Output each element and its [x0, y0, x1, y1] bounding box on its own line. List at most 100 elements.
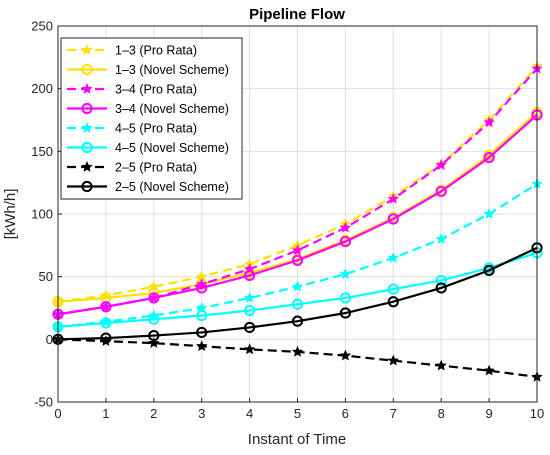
legend-item: 1–3 (Novel Scheme) — [67, 63, 229, 77]
legend-swatch-marker — [81, 122, 93, 133]
series-4 — [52, 109, 543, 320]
data-point — [483, 152, 495, 164]
legend-item: 4–5 (Novel Scheme) — [67, 141, 229, 155]
data-point — [100, 301, 112, 313]
legend-swatch-marker — [81, 102, 93, 115]
y-tick-label: -50 — [34, 395, 53, 410]
data-point — [244, 304, 256, 317]
x-tick-label: 3 — [198, 406, 205, 421]
legend-box — [60, 37, 243, 200]
data-point — [148, 292, 160, 304]
series-line — [57, 111, 538, 303]
data-point — [148, 313, 160, 325]
data-point — [196, 282, 208, 294]
legend-label: 1–3 (Novel Scheme) — [115, 63, 229, 77]
x-tick-label: 10 — [530, 406, 544, 421]
legend-swatch-marker — [81, 180, 93, 193]
series-line — [57, 114, 538, 316]
data-point — [435, 274, 447, 287]
data-point — [483, 364, 495, 376]
y-tick-label: 150 — [31, 144, 53, 159]
data-point — [339, 221, 352, 233]
data-point — [291, 254, 304, 266]
data-point — [100, 317, 112, 329]
legend-swatch-marker — [81, 83, 93, 94]
data-point — [339, 349, 352, 361]
data-point — [196, 309, 208, 322]
data-point — [100, 332, 112, 344]
chart-title: Pipeline Flow — [249, 6, 345, 23]
data-point — [435, 159, 447, 170]
data-point — [196, 326, 208, 339]
legend: 1–3 (Pro Rata) 1–3 (Novel Scheme) 3–4 (Pro… — [60, 37, 243, 200]
data-point — [483, 264, 495, 276]
data-point — [291, 298, 304, 310]
legend-swatch-marker — [81, 141, 93, 154]
data-point — [339, 235, 351, 248]
legend-label: 2–5 (Pro Rata) — [115, 161, 197, 175]
legend-label: 3–4 (Pro Rata) — [115, 83, 197, 97]
legend-label: 3–4 (Novel Scheme) — [115, 102, 229, 116]
legend-swatch-marker — [81, 44, 93, 55]
x-tick-label: 8 — [438, 406, 445, 421]
data-point — [339, 307, 351, 319]
data-point — [244, 269, 256, 282]
legend-label: 4–5 (Novel Scheme) — [115, 141, 229, 155]
y-tick-label: 200 — [31, 81, 53, 96]
legend-swatch-marker — [81, 63, 93, 76]
legend-item: 2–5 (Novel Scheme) — [67, 180, 229, 194]
y-tick-label: 50 — [39, 269, 53, 284]
x-tick-label: 1 — [102, 406, 109, 421]
data-point — [291, 244, 304, 256]
data-point — [435, 282, 447, 294]
data-point — [291, 345, 304, 357]
data-point — [387, 283, 399, 295]
data-point — [387, 354, 399, 366]
data-point — [435, 359, 447, 371]
legend-swatch-marker — [81, 161, 93, 172]
legend-item: 4–5 (Pro Rata) — [67, 122, 197, 136]
x-tick-label: 5 — [294, 406, 301, 421]
series-line — [57, 251, 538, 328]
data-point — [435, 185, 447, 198]
legend-label: 2–5 (Novel Scheme) — [115, 180, 229, 194]
x-tick-label: 0 — [54, 406, 61, 421]
x-tick-label: 9 — [485, 406, 492, 421]
y-tick-label: 100 — [31, 207, 53, 222]
legend-label: 4–5 (Pro Rata) — [115, 122, 197, 136]
x-tick-label: 6 — [342, 406, 349, 421]
legend-label: 1–3 (Pro Rata) — [115, 44, 197, 58]
data-point — [483, 208, 495, 219]
data-point — [339, 268, 352, 280]
data-point — [291, 315, 304, 327]
series-5 — [52, 177, 543, 332]
x-axis-label: Instant of Time — [248, 431, 346, 448]
data-point — [244, 321, 256, 334]
data-point — [387, 213, 399, 225]
y-tick-label: 250 — [31, 19, 53, 34]
x-tick-label: 2 — [150, 406, 157, 421]
data-point — [148, 329, 160, 342]
data-point — [243, 343, 256, 355]
data-point — [243, 291, 256, 303]
x-tick-label: 4 — [246, 406, 253, 421]
legend-item: 3–4 (Novel Scheme) — [67, 102, 229, 116]
series-line — [57, 246, 538, 341]
data-point — [196, 340, 208, 352]
data-point — [435, 233, 447, 244]
data-point — [483, 116, 495, 128]
legend-item: 2–5 (Pro Rata) — [67, 161, 197, 175]
series-layer — [52, 60, 543, 382]
series-line — [57, 67, 538, 316]
data-point — [148, 337, 160, 348]
data-point — [339, 292, 351, 304]
data-point — [291, 280, 304, 292]
y-tick-label: 0 — [46, 332, 53, 347]
data-point — [387, 251, 399, 263]
legend-item: 1–3 (Pro Rata) — [67, 44, 197, 58]
legend-item: 3–4 (Pro Rata) — [67, 83, 197, 97]
x-tick-label: 7 — [390, 406, 397, 421]
y-axis-label: [kWh/h] — [2, 189, 19, 240]
